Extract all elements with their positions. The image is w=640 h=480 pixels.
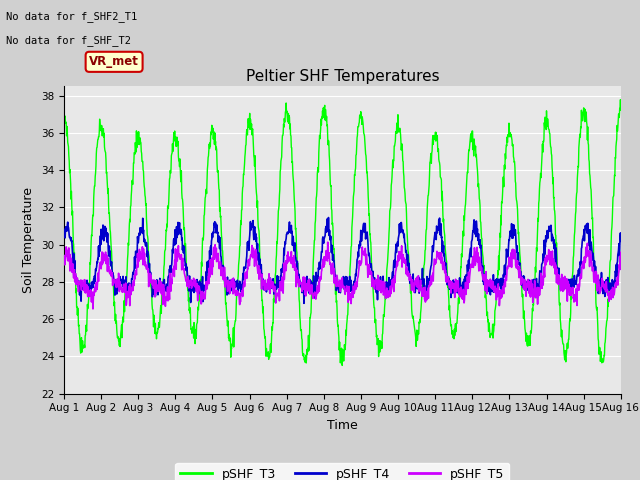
Legend: pSHF_T3, pSHF_T4, pSHF_T5: pSHF_T3, pSHF_T4, pSHF_T5 xyxy=(175,463,509,480)
Text: No data for f_SHF2_T1: No data for f_SHF2_T1 xyxy=(6,11,138,22)
X-axis label: Time: Time xyxy=(327,419,358,432)
Y-axis label: Soil Temperature: Soil Temperature xyxy=(22,187,35,293)
Text: No data for f_SHF_T2: No data for f_SHF_T2 xyxy=(6,35,131,46)
Text: VR_met: VR_met xyxy=(89,55,139,68)
Title: Peltier SHF Temperatures: Peltier SHF Temperatures xyxy=(246,69,439,84)
